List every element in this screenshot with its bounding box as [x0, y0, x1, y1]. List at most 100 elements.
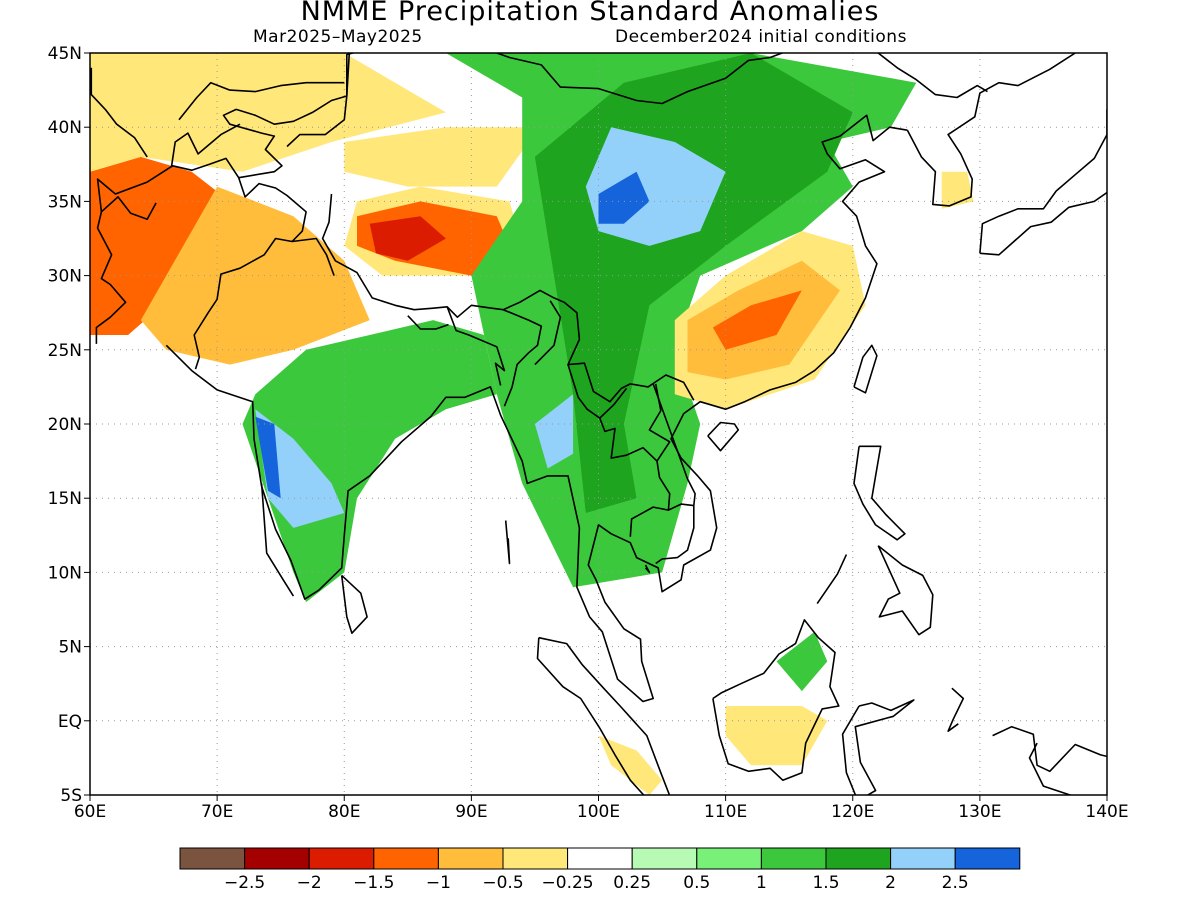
anomaly-region-myanmar-blue: [534, 394, 574, 469]
colorbar-label: 1: [756, 873, 767, 893]
anomaly-region-tarim-band: [344, 97, 561, 187]
coastline: [992, 725, 1107, 773]
colorbar-swatch: [631, 847, 698, 870]
colorbar-label: 2: [885, 873, 896, 893]
lat-tick-label: 45N: [48, 44, 82, 64]
coastline: [345, 53, 356, 96]
lon-tick-label: 100E: [577, 802, 620, 822]
anomaly-region-india-blue: [255, 409, 345, 528]
anomaly-region-india-dblue: [255, 416, 281, 499]
colorbar-swatch: [308, 847, 375, 870]
anomaly-region-iran-afghanistan: [90, 156, 230, 335]
anomaly-region-borneo: [725, 706, 828, 766]
coastline: [178, 81, 345, 121]
anomaly-region-central-asia: [90, 53, 446, 172]
coastline: [292, 237, 335, 276]
colorbar-label: −1.5: [353, 873, 394, 893]
coastline: [165, 114, 908, 703]
coastline: [95, 53, 351, 344]
initial-conditions: December2024 initial conditions: [615, 27, 907, 47]
coastline: [193, 177, 307, 370]
coastline: [841, 699, 915, 795]
coastline: [567, 364, 671, 537]
coastline: [170, 123, 241, 168]
lon-tick-label: 60E: [74, 802, 106, 822]
coastline: [877, 545, 934, 636]
coastline: [446, 306, 506, 386]
colorbar-swatch: [696, 847, 762, 870]
colorbar-label: −2: [297, 873, 322, 893]
anomaly-region-sumatra: [598, 735, 663, 795]
coastline: [502, 308, 543, 407]
anomaly-shading: [90, 53, 974, 795]
lat-tick-label: 10N: [48, 563, 82, 583]
coastline: [407, 315, 449, 330]
colorbar-label: −2.5: [224, 873, 265, 893]
lat-tick-label: 30N: [48, 267, 82, 287]
graticule: [90, 53, 1107, 795]
coastline: [340, 574, 368, 635]
colorbar-swatch: [179, 847, 246, 870]
colorbar-swatch: [502, 847, 569, 870]
anomaly-region-india-green: [242, 320, 497, 603]
longitude-labels: 60E 70E 80E 90E 100E 110E 120E 130E 140E: [74, 795, 1129, 822]
anomaly-region-se-china-core: [712, 290, 802, 350]
coastline: [286, 95, 348, 148]
anomaly-region-borneo-green: [776, 631, 828, 692]
lat-tick-label: 35N: [48, 192, 82, 212]
anomaly-region-sichuan-dblue: [598, 171, 650, 224]
coastlines-and-borders: [90, 53, 1107, 795]
colorbar-swatch: [760, 847, 827, 870]
coastline: [853, 445, 906, 541]
coastline: [816, 554, 848, 605]
coastline: [712, 619, 840, 782]
coastline: [853, 344, 878, 394]
coastline: [100, 196, 157, 220]
colorbar-swatch: [890, 847, 956, 870]
colorbar-label: −0.5: [482, 873, 523, 893]
forecast-period: Mar2025–May2025: [253, 27, 423, 47]
colorbar-label: 1.5: [812, 873, 839, 893]
lat-tick-label: 20N: [48, 415, 82, 435]
coastline: [494, 53, 785, 105]
colorbar-swatch: [437, 847, 504, 870]
coastline: [504, 520, 511, 565]
coastline: [321, 193, 695, 403]
lat-tick-label: 40N: [48, 118, 82, 138]
latitude-labels: 45N 40N 35N 30N 25N 20N 15N 10N 5N EQ 5S: [48, 44, 90, 806]
lon-tick-label: 120E: [831, 802, 874, 822]
colorbar-label: 0.25: [613, 873, 651, 893]
colorbar-swatch: [373, 847, 439, 870]
map-title: NMME Precipitation Standard Anomalies: [300, 0, 880, 27]
coastline: [599, 387, 628, 419]
coastline: [90, 67, 148, 158]
coastline: [906, 53, 1076, 207]
colorbar-swatch: [244, 847, 310, 870]
lon-tick-label: 70E: [201, 802, 233, 822]
coastline: [877, 53, 988, 99]
colorbar-label: −1: [426, 873, 451, 893]
lat-tick-label: 5S: [60, 786, 82, 806]
coastline: [538, 636, 671, 795]
coastline: [1028, 742, 1073, 795]
lon-tick-label: 140E: [1085, 802, 1128, 822]
colorbar-swatch: [954, 847, 1021, 870]
colorbar-swatch: [825, 847, 892, 870]
colorbar-swatch: [567, 847, 633, 870]
lat-tick-label: 5N: [58, 638, 82, 658]
coastline: [655, 503, 695, 565]
anomaly-region-tibet-core: [369, 216, 446, 261]
coastline: [979, 191, 1107, 256]
lon-tick-label: 130E: [958, 802, 1001, 822]
coastline: [947, 687, 965, 733]
colorbar-label: 0.5: [683, 873, 710, 893]
coastline: [644, 564, 651, 574]
coastline: [707, 421, 740, 452]
coastline: [979, 109, 1107, 254]
anomaly-region-pakistan-nw-india: [140, 186, 370, 365]
coastline: [260, 483, 295, 597]
colorbar-label: −0.25: [542, 873, 594, 893]
coastline: [534, 300, 562, 366]
colorbar-label: 2.5: [942, 873, 969, 893]
lat-tick-label: 25N: [48, 341, 82, 361]
